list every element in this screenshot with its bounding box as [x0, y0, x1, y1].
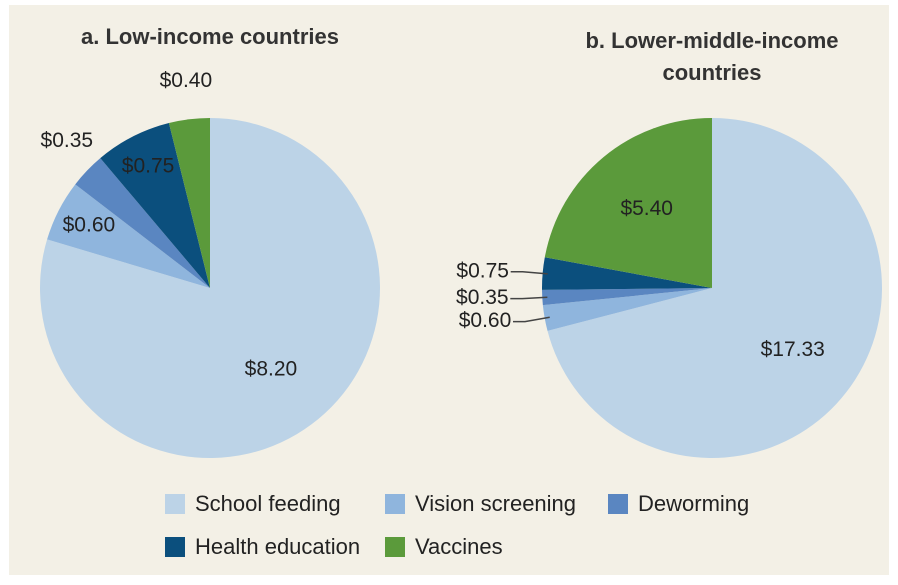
pie-slice — [47, 184, 210, 288]
pie-slice — [542, 288, 712, 306]
legend-item: Health education — [165, 534, 360, 560]
legend-item: Vision screening — [385, 491, 576, 517]
legend-swatch — [165, 494, 185, 514]
value-label: $0.60 — [459, 309, 512, 332]
value-label: $0.75 — [122, 154, 175, 177]
pie-slice — [100, 123, 210, 288]
pie-slice — [547, 118, 882, 458]
legend-label: Vaccines — [415, 534, 503, 559]
pie-slice — [544, 118, 712, 288]
legend-item: Deworming — [608, 491, 749, 517]
legend-label: School feeding — [195, 491, 341, 516]
value-label: $0.35 — [456, 286, 509, 309]
legend-swatch — [385, 494, 405, 514]
leader-line — [510, 296, 548, 300]
value-label: $17.33 — [761, 338, 825, 361]
legend-label: Vision screening — [415, 491, 577, 516]
chart-title: b. Lower-middle-income countries — [585, 28, 839, 85]
legend-swatch — [608, 494, 628, 514]
leader-line — [510, 271, 548, 275]
value-label: $8.20 — [245, 357, 298, 380]
pies: $8.20$0.60$0.35$0.75$0.40$17.33$0.60$0.3… — [39, 69, 882, 458]
legend-swatch — [385, 537, 405, 557]
value-label: $0.75 — [456, 259, 509, 282]
figure: a. Low-income countries b. Lower-middle-… — [9, 5, 889, 575]
pie-slice — [542, 288, 712, 331]
legend-swatch — [165, 537, 185, 557]
value-label: $0.40 — [160, 69, 213, 92]
legend-item: Vaccines — [385, 534, 503, 560]
value-label: $0.60 — [63, 214, 116, 237]
legend-item: School feeding — [165, 491, 341, 517]
value-label: $5.40 — [620, 197, 673, 220]
pie-slice — [168, 118, 210, 288]
legend-label: Health education — [195, 534, 361, 559]
value-label: $0.35 — [41, 129, 94, 152]
chart-title: a. Low-income countries — [81, 24, 339, 49]
leader-line — [513, 316, 550, 323]
pie-slice — [75, 158, 210, 288]
pie-slice — [542, 257, 712, 290]
legend-label: Deworming — [638, 491, 750, 516]
